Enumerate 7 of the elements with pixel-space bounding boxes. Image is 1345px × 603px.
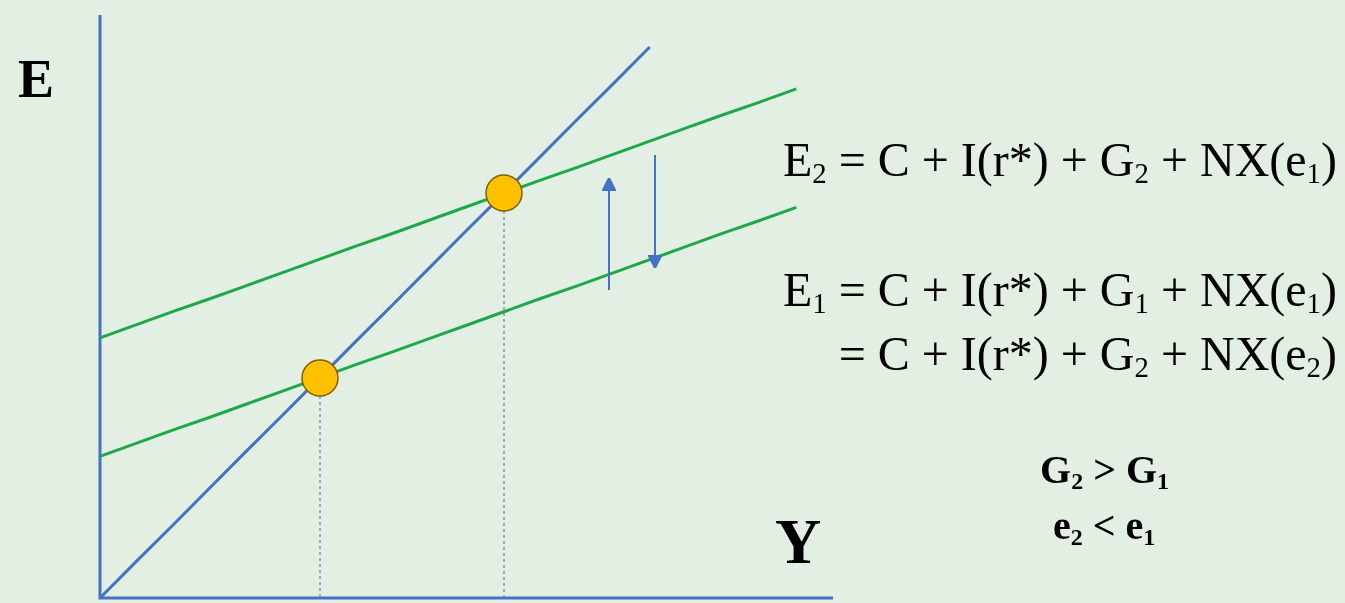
text: G$_{2}$ > G$_{1}$ [1040,447,1170,494]
annotation: E$_{2}$ = C + I(r*) + G$_{2}$ + NX(e$_{1}$) [782,133,1337,190]
annotation: E$_{1}$ = C + I(r*) + G$_{1}$ + NX(e$_{1}$) [782,263,1337,320]
text: e$_{2}$ < e$_{1}$ [1053,503,1156,550]
text: = C + I(r*) + G$_{2}$ + NX(e$_{2}$) [838,327,1337,384]
x-axis-title: Y [775,506,822,577]
y-axis-title: E [18,49,55,109]
